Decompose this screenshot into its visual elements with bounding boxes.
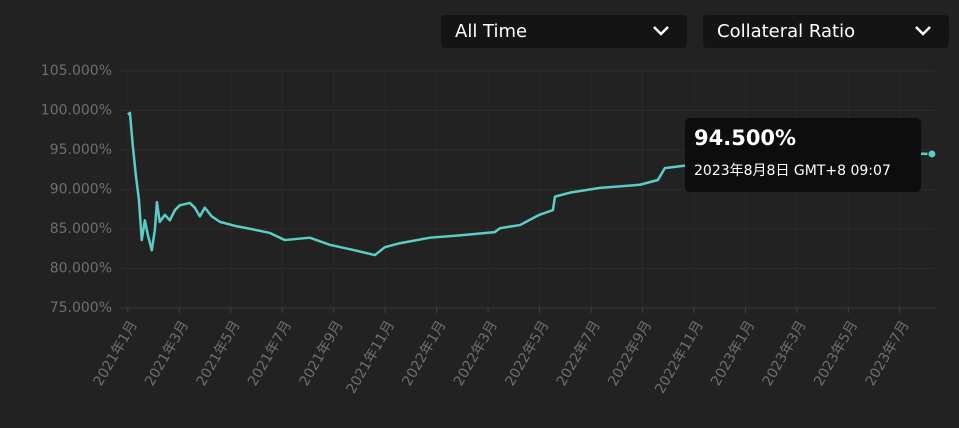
x-tick-label: 2021年11月 xyxy=(344,318,399,397)
x-tick-label: 2021年5月 xyxy=(194,318,244,389)
x-tick-label: 2023年1月 xyxy=(708,318,758,389)
x-tick-label: 2022年9月 xyxy=(605,318,655,389)
x-tick-label: 2022年5月 xyxy=(502,318,552,389)
y-tick-label: 75.000% xyxy=(50,300,112,316)
metric-dropdown[interactable]: Collateral Ratio xyxy=(703,15,949,48)
x-tick-label: 2022年3月 xyxy=(451,318,501,389)
y-tick-label: 80.000% xyxy=(50,261,112,277)
x-tick-label: 2021年9月 xyxy=(296,318,346,389)
y-tick-label: 90.000% xyxy=(50,182,112,198)
tooltip-value: 94.500% xyxy=(694,126,797,150)
x-tick-label: 2022年7月 xyxy=(554,318,604,389)
x-tick-label: 2023年3月 xyxy=(760,318,810,389)
tooltip-date: 2023年8月8日 GMT+8 09:07 xyxy=(694,163,891,179)
y-tick-label: 105.000% xyxy=(41,63,112,79)
x-tick-label: 2021年1月 xyxy=(91,318,141,389)
line xyxy=(127,111,932,257)
y-tick-label: 95.000% xyxy=(50,142,112,158)
x-tick-label: 2023年5月 xyxy=(811,318,861,389)
y-tick-label: 100.000% xyxy=(41,103,112,119)
range-label: All Time xyxy=(455,21,528,42)
x-tick-label: 2021年7月 xyxy=(245,318,295,389)
x-tick-label: 2021年3月 xyxy=(142,318,192,389)
tooltip: 94.500% 2023年8月8日 GMT+8 09:07 xyxy=(685,118,921,192)
chevron xyxy=(915,26,931,36)
end-dot xyxy=(927,149,937,159)
y-tick-label: 85.000% xyxy=(50,221,112,237)
x-tick-label: 2023年7月 xyxy=(863,318,913,389)
metric-label: Collateral Ratio xyxy=(717,21,856,42)
x-tick-label: 2022年1月 xyxy=(399,318,449,389)
x-tick-label: 2022年11月 xyxy=(652,318,707,397)
range-dropdown[interactable]: All Time xyxy=(441,15,687,48)
chevron xyxy=(653,26,669,36)
